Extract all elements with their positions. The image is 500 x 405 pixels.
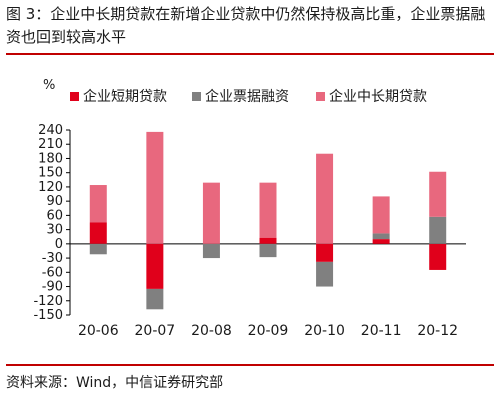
bar-segment xyxy=(89,222,107,244)
x-tick-label: 20-07 xyxy=(135,323,176,339)
bar-segment xyxy=(429,171,447,217)
legend-label: 企业中长期贷款 xyxy=(329,88,427,105)
y-tick-label: 120 xyxy=(38,180,63,195)
bar-segment xyxy=(259,243,277,258)
x-tick-label: 20-12 xyxy=(417,323,458,339)
source-note: 资料来源：Wind，中信证券研究部 xyxy=(6,375,224,391)
figure-title: 图 3：企业中长期贷款在新增企业贷款中仍然保持极高比重，企业票据融资也回到较高水… xyxy=(6,5,486,46)
bar-segment xyxy=(259,182,277,238)
legend-label: 企业票据融资 xyxy=(205,88,289,105)
legend-swatch xyxy=(70,92,79,101)
legend-label: 企业短期贷款 xyxy=(83,88,167,105)
bar-segment xyxy=(316,243,334,262)
bar-segment xyxy=(316,153,334,244)
bottom-divider xyxy=(6,364,494,366)
bar-segment xyxy=(429,243,447,270)
y-tick-label: 210 xyxy=(38,137,63,152)
bar-segment xyxy=(202,243,220,259)
x-tick-label: 20-11 xyxy=(361,323,402,339)
stacked-bar-chart: % 企业短期贷款 企业票据融资 企业中长期贷款 24021018015012090603… xyxy=(33,78,466,339)
x-tick-label: 20-08 xyxy=(191,323,232,339)
y-tick-label: -150 xyxy=(33,308,63,323)
bar-segment xyxy=(89,185,107,223)
bar-segment xyxy=(146,288,164,310)
y-tick-label: 240 xyxy=(38,123,63,138)
bar-segment xyxy=(372,233,390,240)
bar-segment xyxy=(89,243,107,255)
x-tick-label: 20-06 xyxy=(78,323,119,339)
legend-swatch xyxy=(316,92,325,101)
y-tick-label: 60 xyxy=(46,208,63,223)
y-tick-label: -90 xyxy=(42,280,63,295)
bar-segment xyxy=(316,261,334,287)
bar-segment xyxy=(202,182,220,244)
y-tick-label: -60 xyxy=(42,265,63,280)
bar-segment xyxy=(259,237,277,244)
y-tick-label: 180 xyxy=(38,151,63,166)
bar-segment xyxy=(429,216,447,244)
y-tick-label: 0 xyxy=(55,237,63,252)
y-tick-label: 150 xyxy=(38,166,63,181)
x-tick-label: 20-09 xyxy=(248,323,289,339)
top-divider xyxy=(6,53,494,55)
x-tick-label: 20-10 xyxy=(304,323,345,339)
y-tick-label: -120 xyxy=(33,294,63,309)
bar-segment xyxy=(146,243,164,289)
bar-segment xyxy=(146,131,164,244)
legend-swatch xyxy=(192,92,201,101)
bar-segment xyxy=(372,196,390,234)
bar-segment xyxy=(372,239,390,244)
y-unit-label: % xyxy=(43,78,55,93)
y-tick-label: 30 xyxy=(46,223,63,238)
y-tick-label: -30 xyxy=(42,251,63,266)
y-tick-label: 90 xyxy=(46,194,63,209)
